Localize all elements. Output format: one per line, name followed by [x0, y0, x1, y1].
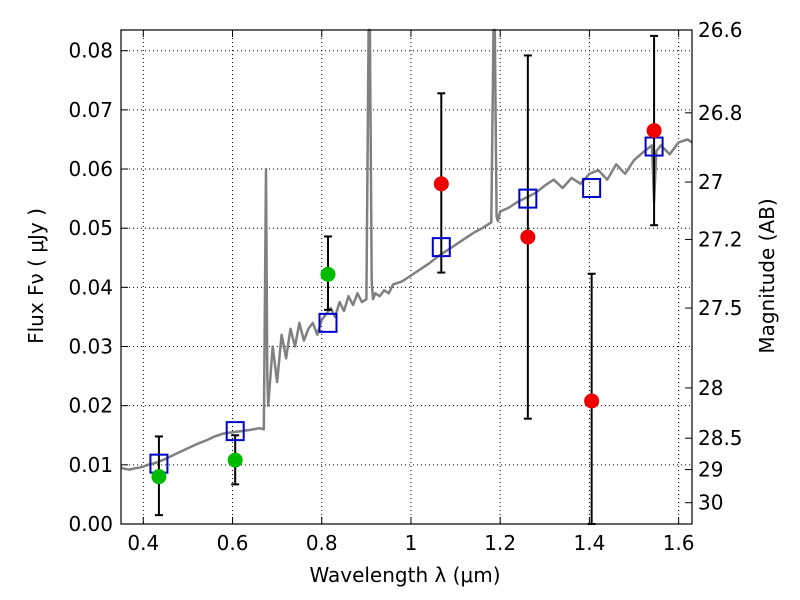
axes: 0.4 0.6 0.8 1 1.2 1.4 1.6 0.00 0.01 0.02 0.03 0.04 0…: [68, 18, 742, 555]
y2-tick-label: 27.5: [698, 296, 743, 320]
y2-axis-label: Magnitude (AB): [755, 198, 779, 353]
model-photometry-square: [518, 188, 538, 209]
data-point: [646, 123, 662, 139]
y-tick-label: 0.00: [68, 512, 113, 536]
y-tick-label: 0.08: [68, 39, 113, 63]
data-point: [584, 393, 600, 409]
y2-tick-label: 28.5: [698, 426, 743, 450]
y-tick-label: 0.07: [68, 98, 113, 122]
model-photometry-square: [582, 177, 602, 198]
y-tick-label: 0.05: [68, 216, 113, 240]
y-axis-label: Flux Fν ( μJy ): [24, 208, 48, 344]
x-axis-label: Wavelength λ (μm): [309, 563, 500, 587]
y2-tick-label: 30: [698, 491, 723, 515]
y-tick-label: 0.06: [68, 157, 113, 181]
x-tick-label: 0.4: [127, 531, 159, 555]
errorbar-layer: [154, 34, 659, 525]
model-photometry-square: [318, 312, 338, 333]
y2-tick-label: 27.2: [698, 227, 743, 251]
data-point: [433, 176, 449, 192]
x-tick-label: 1.6: [663, 531, 695, 555]
x-tick-label: 0.8: [306, 531, 338, 555]
y2-tick-label: 28: [698, 376, 723, 400]
data-point: [520, 229, 536, 245]
spectrum-line: [120, 28, 693, 471]
x-tick-label: 1.2: [484, 531, 516, 555]
data-point: [320, 266, 336, 282]
y-tick-label: 0.03: [68, 335, 113, 359]
y2-tick-label: 29: [698, 458, 723, 482]
y-tick-label: 0.02: [68, 394, 113, 418]
model-photometry-square: [431, 237, 451, 258]
data-point: [227, 452, 243, 468]
spectrum-layer: [120, 28, 693, 471]
marker-layer: [149, 123, 664, 485]
x-tick-label: 1: [405, 531, 418, 555]
y2-tick-label: 26.6: [698, 18, 743, 42]
y2-tick-label: 26.8: [698, 101, 743, 125]
y-tick-label: 0.01: [68, 453, 113, 477]
y2-tick-label: 27: [698, 170, 723, 194]
plot-frame: [120, 29, 693, 525]
x-tick-label: 1.4: [573, 531, 605, 555]
model-photometry-square: [225, 421, 245, 442]
data-point: [151, 469, 167, 485]
x-tick-label: 0.6: [217, 531, 249, 555]
y-tick-label: 0.04: [68, 275, 113, 299]
